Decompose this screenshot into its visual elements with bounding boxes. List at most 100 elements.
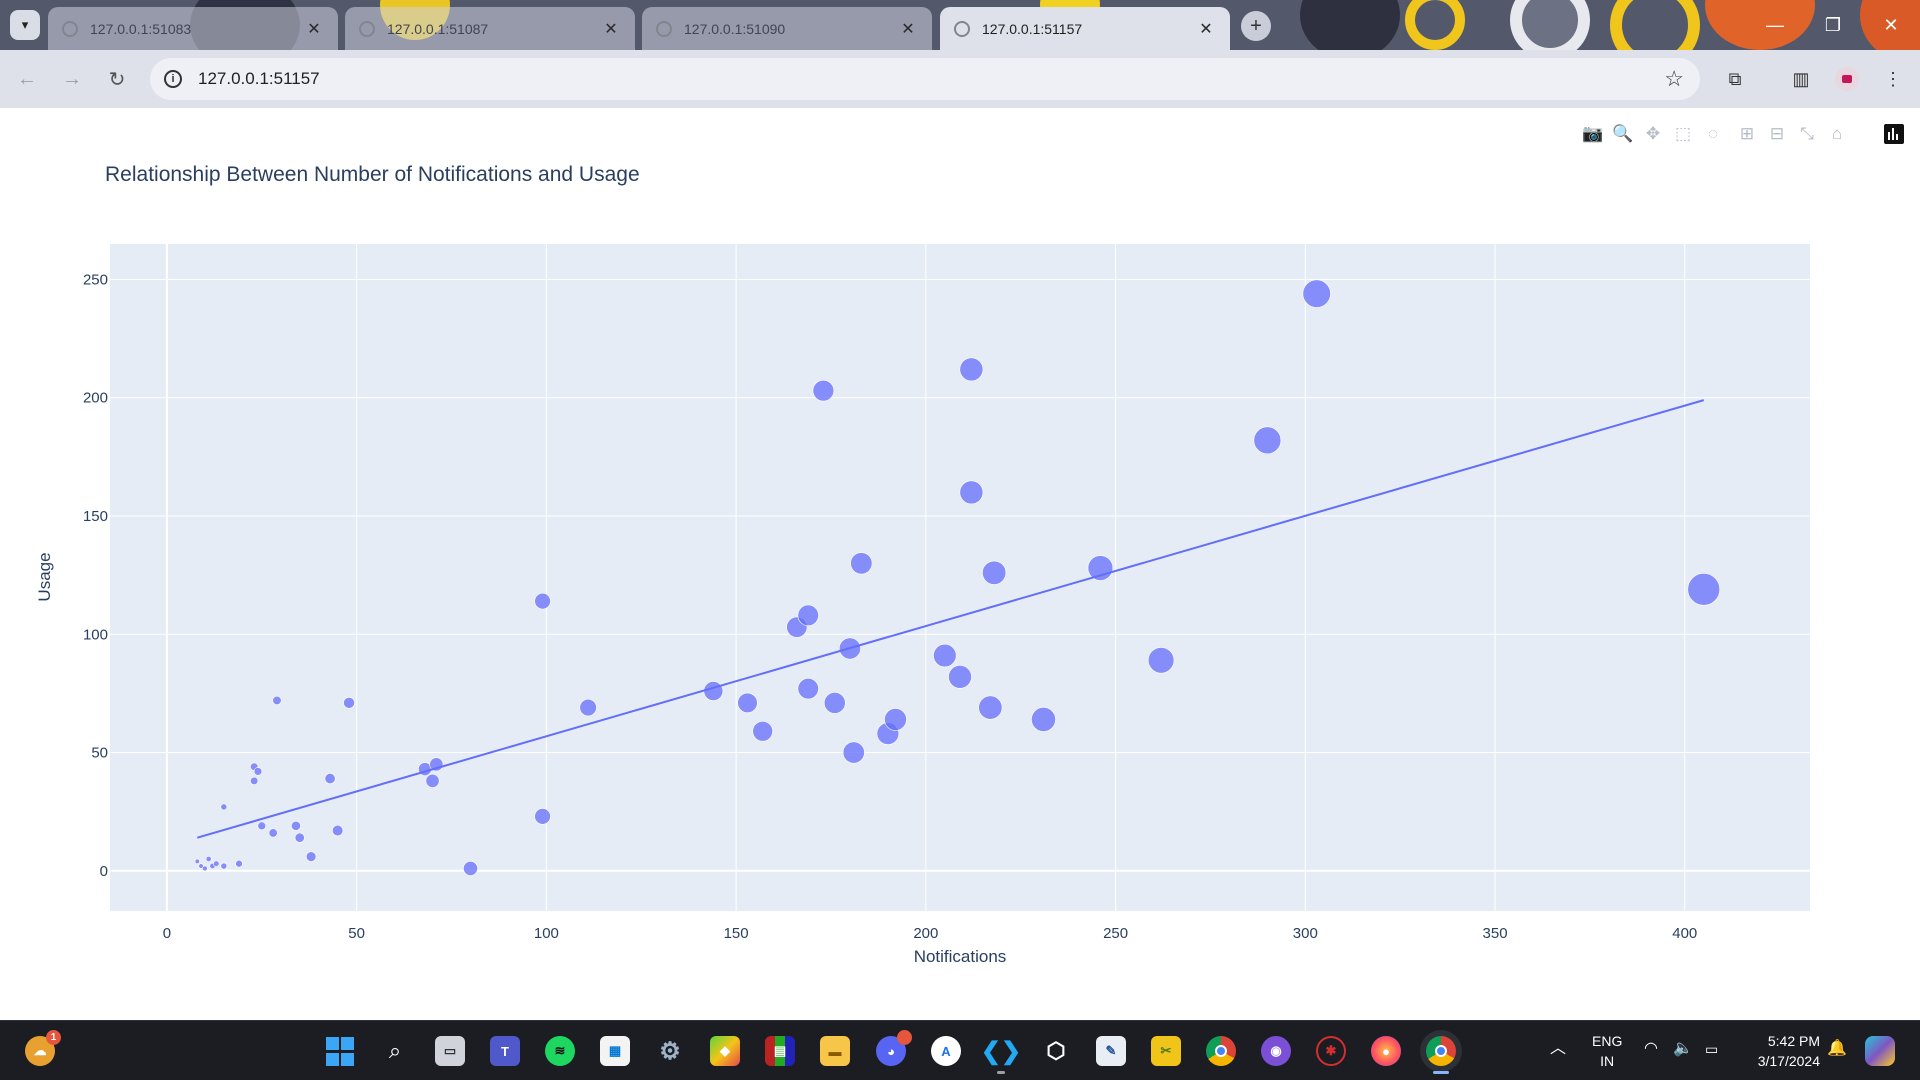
scatter-point[interactable] bbox=[797, 678, 819, 700]
scatter-point[interactable] bbox=[842, 741, 865, 764]
minimize-button[interactable]: — bbox=[1766, 14, 1784, 35]
app-a-icon[interactable]: A bbox=[931, 1036, 961, 1066]
microsoft-store-icon[interactable]: ▦ bbox=[600, 1036, 630, 1066]
scatter-point[interactable] bbox=[253, 767, 263, 776]
window-close-button[interactable]: ✕ bbox=[1883, 14, 1899, 35]
vscode-icon[interactable]: ❮❯ bbox=[981, 1036, 1021, 1074]
zoom-out-icon[interactable]: ⊟ bbox=[1769, 124, 1785, 143]
wifi-icon[interactable]: ◠ bbox=[1644, 1040, 1658, 1057]
tab-1[interactable]: 127.0.0.1:51083 ✕ bbox=[48, 7, 338, 50]
scatter-point[interactable] bbox=[1087, 555, 1114, 581]
winrar-icon[interactable]: ▤ bbox=[765, 1036, 795, 1066]
scatter-point[interactable] bbox=[579, 698, 597, 717]
lasso-select-icon[interactable]: ◌ bbox=[1707, 124, 1719, 143]
zoom-in-icon[interactable]: ⊞ bbox=[1739, 124, 1755, 143]
bookmark-star-icon[interactable]: ☆ bbox=[1664, 66, 1684, 91]
copilot-icon[interactable] bbox=[1865, 1036, 1895, 1066]
battery-icon[interactable]: ▭ bbox=[1705, 1041, 1719, 1057]
scatter-point[interactable] bbox=[272, 695, 282, 706]
tab-search-button[interactable]: ▾ bbox=[10, 10, 40, 40]
scatter-point[interactable] bbox=[884, 708, 907, 731]
side-panel-icon[interactable]: ▥ bbox=[1792, 68, 1810, 89]
discord-icon[interactable]: ◕ bbox=[876, 1030, 912, 1066]
zoom-icon[interactable]: 🔍 bbox=[1612, 124, 1634, 143]
site-info-icon[interactable]: i bbox=[164, 70, 182, 88]
tab-2[interactable]: 127.0.0.1:51087 ✕ bbox=[345, 7, 635, 50]
scatter-point[interactable] bbox=[812, 379, 835, 402]
scatter-point[interactable] bbox=[305, 851, 317, 862]
scatter-point[interactable] bbox=[959, 480, 984, 505]
task-view-icon[interactable]: ▭ bbox=[435, 1036, 465, 1066]
scatter-point[interactable] bbox=[343, 697, 355, 709]
scatter-point[interactable] bbox=[1031, 707, 1056, 732]
plotly-logo[interactable] bbox=[1884, 124, 1904, 144]
menu-icon[interactable]: ⋮ bbox=[1884, 68, 1902, 89]
scatter-point[interactable] bbox=[324, 773, 336, 785]
teams-icon[interactable]: T bbox=[490, 1036, 520, 1066]
scatter-point[interactable] bbox=[1253, 426, 1282, 455]
show-hidden-icons-chevron[interactable]: ︿ bbox=[1550, 1040, 1567, 1057]
unity-icon[interactable]: ⬡ bbox=[1046, 1038, 1066, 1063]
close-icon[interactable]: ✕ bbox=[901, 20, 915, 38]
scatter-point[interactable] bbox=[202, 865, 208, 872]
scatter-point[interactable] bbox=[933, 643, 957, 668]
chrome-profile-icon[interactable] bbox=[1426, 1036, 1456, 1074]
scatter-point[interactable] bbox=[978, 695, 1003, 720]
scatter-point[interactable] bbox=[534, 592, 551, 610]
scatter-point[interactable] bbox=[268, 828, 278, 838]
tab-3[interactable]: 127.0.0.1:51090 ✕ bbox=[642, 7, 932, 50]
scatter-point[interactable] bbox=[425, 773, 440, 788]
file-explorer-icon[interactable]: ▬ bbox=[820, 1036, 850, 1066]
firefox-icon[interactable]: ● bbox=[1371, 1036, 1401, 1066]
scatter-point[interactable] bbox=[797, 604, 819, 626]
photo-editor-icon[interactable]: ✂ bbox=[1151, 1036, 1181, 1066]
scatter-point[interactable] bbox=[1687, 573, 1721, 606]
scatter-point[interactable] bbox=[291, 820, 301, 831]
scatter-point[interactable] bbox=[959, 357, 984, 382]
scatter-point[interactable] bbox=[703, 681, 724, 701]
weather-widget-icon[interactable]: ☁ 1 bbox=[25, 1030, 61, 1066]
bluestacks-icon[interactable]: ◆ bbox=[710, 1036, 740, 1066]
url-text[interactable]: 127.0.0.1:51157 bbox=[198, 69, 320, 88]
scatter-point[interactable] bbox=[948, 665, 972, 689]
pan-icon[interactable]: ✥ bbox=[1645, 124, 1661, 143]
scatter-point[interactable] bbox=[294, 832, 305, 843]
security-app-icon[interactable]: ✱ bbox=[1316, 1036, 1346, 1066]
notification-bell-icon[interactable]: 🔔 bbox=[1827, 1040, 1847, 1057]
address-bar[interactable]: i 127.0.0.1:51157 ☆ bbox=[150, 58, 1700, 100]
scatter-point[interactable] bbox=[250, 776, 259, 786]
new-tab-button[interactable]: + bbox=[1241, 11, 1271, 41]
start-windows-icon[interactable] bbox=[325, 1036, 355, 1066]
scatter-point[interactable] bbox=[850, 552, 873, 575]
scatter-point[interactable] bbox=[463, 861, 478, 876]
scatter-point[interactable] bbox=[205, 856, 212, 862]
camera-icon[interactable]: 📷 bbox=[1582, 124, 1604, 143]
tab-4-active[interactable]: 127.0.0.1:51157 ✕ bbox=[940, 7, 1230, 50]
box-select-icon[interactable]: ⬚ bbox=[1674, 124, 1692, 143]
scatter-point[interactable] bbox=[752, 720, 773, 742]
spotify-icon[interactable]: ≋ bbox=[545, 1036, 575, 1066]
scatter-point[interactable] bbox=[220, 862, 228, 870]
close-icon[interactable]: ✕ bbox=[307, 20, 321, 38]
scatter-point[interactable] bbox=[1302, 279, 1331, 308]
autoscale-icon[interactable]: ⤡ bbox=[1800, 124, 1814, 143]
github-icon[interactable]: ◉ bbox=[1261, 1036, 1291, 1066]
scatter-point[interactable] bbox=[982, 560, 1007, 585]
search-icon[interactable]: ⌕ bbox=[388, 1038, 402, 1063]
scatter-point[interactable] bbox=[534, 808, 551, 825]
scatter-point[interactable] bbox=[235, 859, 243, 868]
scatter-point[interactable] bbox=[737, 692, 758, 713]
profile-avatar[interactable] bbox=[1832, 64, 1862, 94]
reload-icon[interactable]: ↻ bbox=[108, 68, 126, 91]
scatter-point[interactable] bbox=[257, 821, 267, 831]
chrome-icon[interactable] bbox=[1206, 1036, 1236, 1066]
back-icon[interactable]: ← bbox=[17, 67, 37, 90]
extensions-icon[interactable]: ⧉ bbox=[1728, 68, 1742, 89]
restore-button[interactable]: ❐ bbox=[1824, 14, 1842, 35]
scatter-point[interactable] bbox=[194, 858, 200, 864]
forward-icon[interactable]: → bbox=[62, 67, 82, 90]
scatter-point[interactable] bbox=[332, 824, 344, 837]
scatter-point[interactable] bbox=[823, 692, 846, 714]
settings-gear-icon[interactable]: ⚙ bbox=[659, 1037, 681, 1065]
scatter-point[interactable] bbox=[1147, 647, 1175, 674]
